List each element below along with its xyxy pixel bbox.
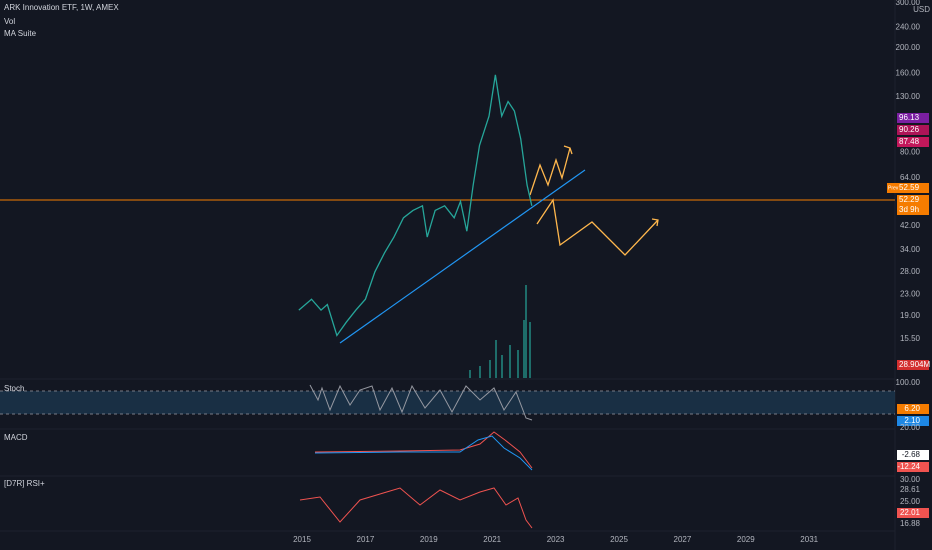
price-badge-label: 3d 9h [899,205,919,214]
pane-badge [897,404,929,414]
badge-tag [887,183,897,193]
pane-tick: 25.00 [900,497,921,506]
price-badge-label: 52.59 [899,183,920,192]
price-badge [897,360,929,370]
stoch-band [0,391,895,414]
time-tick: 2031 [800,535,818,544]
volume-bars [469,285,531,378]
pane-label: Stoch [4,384,24,393]
price-badge-label: 52.29 [899,195,920,204]
pane-badge [897,462,929,472]
pane-tick: -2.68 [902,450,921,459]
price-tick: 23.00 [900,289,921,298]
price-badge [897,205,929,215]
rsi-line [299,487,533,529]
indicator-label: MA Suite [4,29,37,38]
price-tick: 80.00 [900,147,921,156]
price-badge-label: 28.904M [899,360,930,369]
price-tick: 130.00 [896,92,921,101]
price-tick: 300.00 [896,0,921,7]
price-tick: 160.00 [896,69,921,78]
price-tick: 28.00 [900,267,921,276]
indicator-label: Vol [4,17,15,26]
price-tick: 15.50 [900,334,921,343]
time-tick: 2029 [737,535,755,544]
time-tick: 2021 [483,535,501,544]
time-tick: 2023 [547,535,565,544]
time-tick: 2027 [674,535,692,544]
time-tick: 2017 [357,535,375,544]
pane-tick: 20.00 [900,423,921,432]
bull-path [529,147,571,196]
bull-arrow [563,145,573,155]
price-badge [897,113,929,123]
trend-line [339,169,586,344]
pane-tick: 30.00 [900,475,921,484]
price-badge [897,195,929,205]
pane-tick: 22.01 [900,508,921,517]
stoch-line [309,384,533,421]
time-tick: 2015 [293,535,311,544]
bear-arrow [651,218,659,227]
macd-signal [314,431,533,469]
price-tick: 19.00 [900,311,921,320]
pane-tick: -12.24 [897,462,920,471]
pane-tick: 100.00 [896,378,921,387]
price-badge-label: 87.48 [899,137,920,146]
price-tick: 34.00 [900,245,921,254]
pane-label: MACD [4,433,28,442]
pane-tick: 6.20 [904,404,920,413]
price-badge [897,125,929,135]
price-badge-label: 96.13 [899,113,920,122]
price-tick: 240.00 [896,22,921,31]
pane-tick: 28.61 [900,485,921,494]
price-tick: 64.00 [900,173,921,182]
price-badge [897,183,929,193]
pane-label: [D7R] RSI+ [4,479,45,488]
chart-title: ARK Innovation ETF, 1W, AMEX [4,3,119,12]
panes-borders [0,0,896,550]
pane-tick: 16.88 [900,519,921,528]
price-tick: 200.00 [896,43,921,52]
macd-line [314,435,533,471]
pane-badge [897,416,929,426]
price-badge [897,137,929,147]
pane-tick: 2.10 [904,416,920,425]
badge-tag-label: Prev [888,185,899,191]
pane-badge [897,508,929,518]
price-badge-label: 90.26 [899,125,920,134]
time-tick: 2019 [420,535,438,544]
bear-path [536,198,659,256]
price-tick: 42.00 [900,221,921,230]
pane-badge [897,450,929,460]
time-tick: 2025 [610,535,628,544]
axis-unit: USD [913,5,930,14]
price-series [298,74,533,337]
